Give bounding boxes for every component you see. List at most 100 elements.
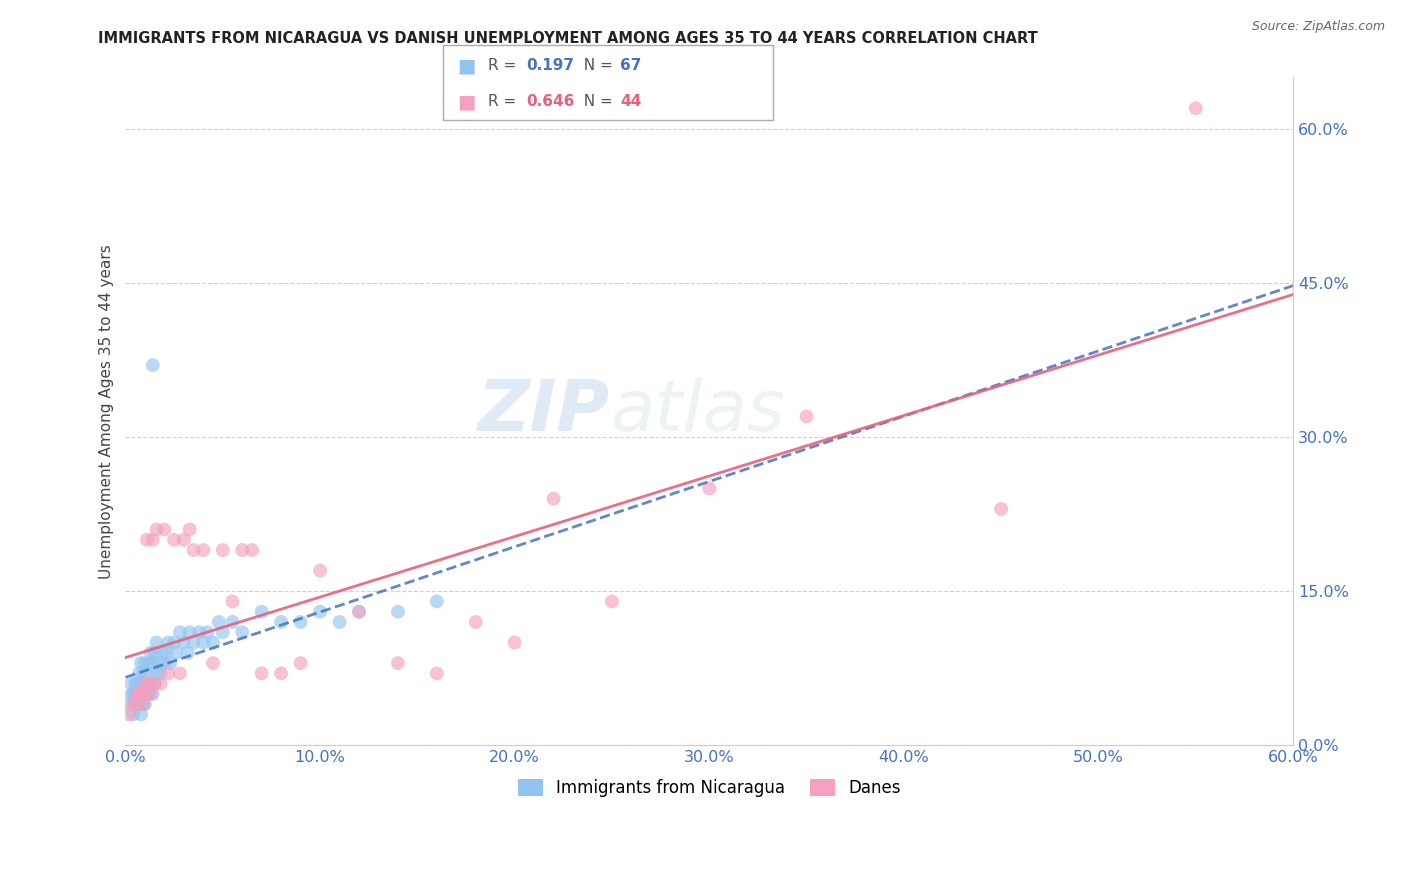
- Point: [250, 605, 273, 619]
- Point: [135, 666, 157, 681]
- Point: [135, 533, 157, 547]
- Point: [503, 635, 526, 649]
- Point: [211, 625, 233, 640]
- Point: [129, 676, 152, 690]
- Point: [145, 635, 167, 649]
- Legend: Immigrants from Nicaragua, Danes: Immigrants from Nicaragua, Danes: [510, 772, 907, 804]
- Text: R =: R =: [488, 58, 522, 73]
- Point: [179, 625, 201, 640]
- Point: [796, 409, 818, 424]
- Point: [157, 666, 180, 681]
- Point: [426, 666, 449, 681]
- Point: [250, 666, 273, 681]
- Point: [124, 697, 146, 711]
- Point: [145, 523, 167, 537]
- Text: N =: N =: [574, 94, 617, 109]
- Point: [127, 687, 149, 701]
- Point: [464, 615, 486, 629]
- Point: [1184, 101, 1206, 115]
- Point: [132, 687, 155, 701]
- Point: [138, 676, 160, 690]
- Point: [128, 666, 150, 681]
- Point: [139, 676, 162, 690]
- Point: [138, 687, 160, 701]
- Point: [145, 666, 167, 681]
- Point: [120, 687, 142, 701]
- Point: [122, 687, 145, 701]
- Point: [143, 646, 166, 660]
- Point: [149, 676, 172, 690]
- Point: [142, 687, 165, 701]
- Point: [124, 676, 146, 690]
- Point: [163, 635, 186, 649]
- Point: [129, 687, 152, 701]
- Point: [290, 615, 312, 629]
- Text: ■: ■: [457, 56, 475, 75]
- Text: ■: ■: [457, 92, 475, 111]
- Point: [143, 676, 166, 690]
- Point: [157, 635, 180, 649]
- Point: [142, 358, 165, 372]
- Point: [163, 533, 186, 547]
- Point: [697, 482, 720, 496]
- Point: [211, 543, 233, 558]
- Text: ZIP: ZIP: [478, 376, 610, 446]
- Point: [142, 656, 165, 670]
- Point: [134, 676, 156, 690]
- Point: [122, 697, 145, 711]
- Point: [270, 666, 292, 681]
- Point: [134, 676, 156, 690]
- Point: [129, 707, 152, 722]
- Point: [270, 615, 292, 629]
- Point: [290, 656, 312, 670]
- Point: [134, 687, 156, 701]
- Point: [129, 687, 152, 701]
- Text: 67: 67: [620, 58, 641, 73]
- Point: [153, 656, 176, 670]
- Point: [169, 666, 191, 681]
- Point: [127, 697, 149, 711]
- Point: [128, 697, 150, 711]
- Point: [118, 697, 141, 711]
- Text: Source: ZipAtlas.com: Source: ZipAtlas.com: [1251, 20, 1385, 33]
- Point: [990, 502, 1012, 516]
- Point: [142, 533, 165, 547]
- Point: [132, 697, 155, 711]
- Point: [309, 564, 332, 578]
- Text: atlas: atlas: [610, 376, 785, 446]
- Point: [124, 697, 146, 711]
- Point: [155, 646, 177, 660]
- Point: [165, 646, 187, 660]
- Point: [231, 625, 253, 640]
- Point: [387, 656, 409, 670]
- Point: [188, 625, 211, 640]
- Point: [183, 543, 205, 558]
- Text: IMMIGRANTS FROM NICARAGUA VS DANISH UNEMPLOYMENT AMONG AGES 35 TO 44 YEARS CORRE: IMMIGRANTS FROM NICARAGUA VS DANISH UNEM…: [98, 31, 1038, 46]
- Text: N =: N =: [574, 58, 617, 73]
- Point: [135, 687, 157, 701]
- Point: [202, 656, 225, 670]
- Point: [127, 676, 149, 690]
- Point: [138, 656, 160, 670]
- Point: [387, 605, 409, 619]
- Point: [128, 687, 150, 701]
- Text: 0.646: 0.646: [526, 94, 574, 109]
- Point: [132, 666, 155, 681]
- Point: [128, 687, 150, 701]
- Point: [208, 615, 231, 629]
- Point: [173, 635, 195, 649]
- Point: [183, 635, 205, 649]
- Point: [149, 666, 172, 681]
- Point: [127, 687, 149, 701]
- Point: [122, 707, 145, 722]
- Point: [600, 594, 623, 608]
- Point: [159, 656, 181, 670]
- Point: [143, 676, 166, 690]
- Point: [426, 594, 449, 608]
- Point: [129, 656, 152, 670]
- Text: 0.197: 0.197: [526, 58, 574, 73]
- Text: R =: R =: [488, 94, 522, 109]
- Text: 44: 44: [620, 94, 641, 109]
- Point: [193, 543, 215, 558]
- Point: [152, 646, 174, 660]
